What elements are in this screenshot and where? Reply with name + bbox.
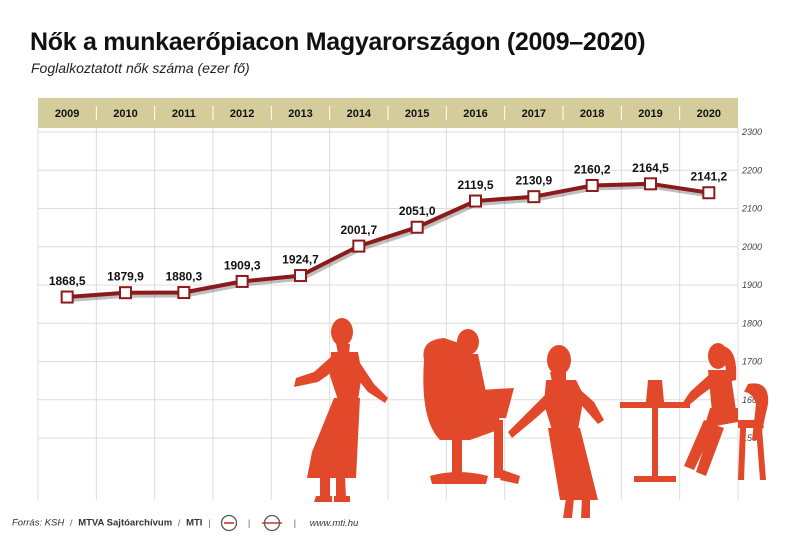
data-point-marker [60,290,74,304]
series-employed-women: 1868,5 1879,9 1880,3 1909,3 1924,7 2001,7 2051… [49,161,728,304]
standing-woman-icon [294,318,388,502]
data-label: 2130,9 [515,174,552,188]
data-label: 1879,9 [107,270,144,284]
data-point-marker [294,269,307,283]
mti-logo-icon [221,514,238,532]
archive-credit: MTVA Sajtóarchívum [78,517,173,529]
data-label: 2051,0 [399,204,436,218]
series-line [67,181,710,299]
y-tick-label: 1500 [742,433,762,443]
y-tick-label: 2200 [741,165,762,175]
x-tick-label: 2015 [405,108,429,120]
data-label: 2160,2 [574,162,611,176]
data-label: 1924,7 [282,253,319,267]
footer-separator: / [69,517,73,529]
data-label: 1909,3 [224,258,261,272]
x-tick-label: 2016 [463,108,487,120]
y-tick-label: 2300 [741,127,762,137]
x-tick-label: 2020 [697,108,721,120]
footer: Forrás: KSH / MTVA Sajtóarchívum / MTI |… [12,514,358,532]
data-label: 1880,3 [165,270,202,284]
data-point-marker [469,194,482,208]
woman-in-armchair-icon [423,329,520,484]
data-point-marker [644,177,657,191]
x-tick-label: 2013 [288,108,312,120]
x-axis-labels: 2009 2010 2011 2012 2013 2014 2015 2016 2017 2018… [55,108,721,120]
x-tick-label: 2012 [230,108,254,120]
series-line-shadow [68,183,711,302]
website-link[interactable]: www.mti.hu [309,517,359,529]
y-tick-label: 2000 [741,242,762,252]
agency-credit: MTI [186,517,203,529]
silhouettes [294,318,769,518]
x-tick-label: 2017 [522,108,546,120]
data-point-marker [527,190,541,204]
x-tick-label: 2014 [347,108,372,120]
y-tick-label: 1900 [742,280,762,290]
data-point-marker [177,286,191,300]
chart-subtitle: Foglalkoztatott nők száma (ezer fő) [31,60,250,76]
data-label: 2001,7 [340,223,377,237]
gesturing-woman-icon [508,345,604,518]
data-label: 2119,5 [457,178,493,192]
data-point-marker [585,178,599,192]
footer-separator: / [177,517,181,529]
mtva-logo-icon [261,514,282,532]
y-tick-label: 1800 [742,318,762,328]
chart-title: Nők a munkaerőpiacon Magyarországon (200… [30,28,646,56]
x-tick-label: 2011 [172,108,196,120]
y-tick-label: 1700 [742,357,762,367]
horizontal-gridlines [38,131,738,439]
data-point-marker [352,239,366,253]
source-text: Forrás: KSH [12,517,65,529]
data-point-marker [410,220,424,234]
data-point-marker [119,286,132,300]
y-tick-label: 2100 [741,204,762,214]
data-label: 1868,5 [49,274,86,288]
y-axis-labels: 2300 2200 2100 2000 1900 1800 1700 1600 1500 [741,127,762,443]
x-tick-label: 2018 [580,108,604,120]
x-tick-label: 2009 [55,108,79,120]
x-tick-label: 2010 [113,108,137,120]
data-label: 2141,2 [690,170,727,184]
woman-at-cafe-table-icon [620,343,769,482]
data-point-marker [702,186,716,200]
y-tick-label: 1600 [742,395,762,405]
x-tick-label: 2019 [638,108,662,120]
data-point-marker [235,274,249,288]
data-label: 2164,5 [632,161,669,175]
